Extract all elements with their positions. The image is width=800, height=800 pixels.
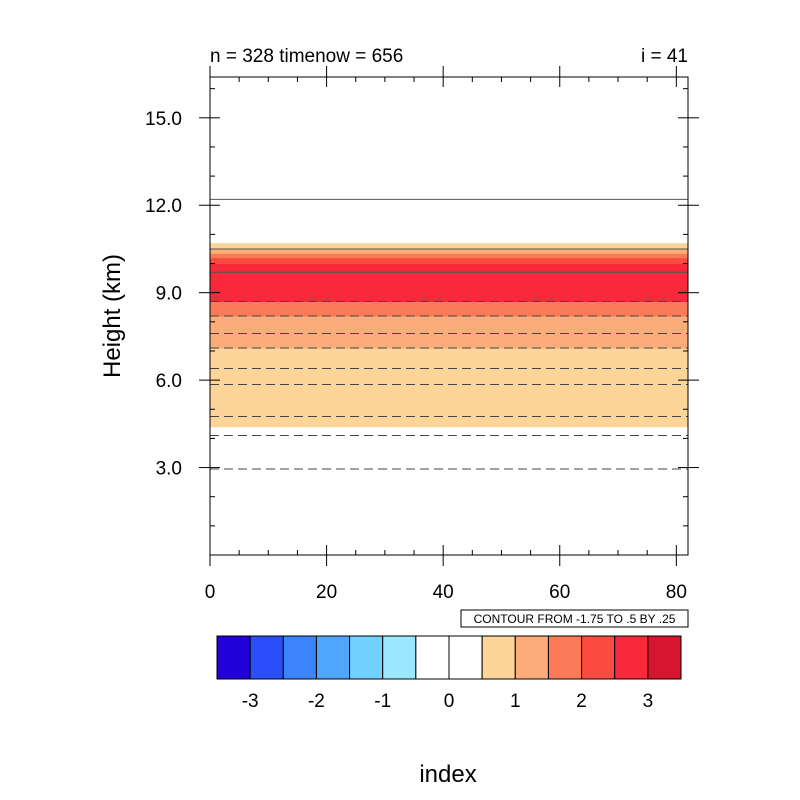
colorbar-label: 0 [444,691,455,712]
axis-tick-labels: 0 20 40 60 80 3.0 6.0 9.0 12.0 15.0 [145,109,687,603]
x-tick-label: 80 [666,582,687,603]
colorbar-swatch [216,635,251,680]
colorbar-swatch [382,635,417,680]
colorbar: -3 -2 -1 0 1 2 3 [216,635,682,712]
contour-info-frame [460,609,689,628]
colorbar-label: -3 [242,691,259,712]
colorbar-swatch [581,635,616,680]
colorbar-swatch [481,635,516,680]
y-tick-label: 15.0 [145,109,182,130]
contour-band [210,243,688,250]
colorbar-swatch [315,635,351,680]
chart-title-left: n = 328 timenow = 656 [210,46,403,67]
y-tick-label: 6.0 [156,371,182,392]
colorbar-swatch [448,635,483,680]
colorbar-label: 3 [643,691,654,712]
contour-band [210,253,688,259]
contour-info-text: CONTOUR FROM -1.75 TO .5 BY .25 [474,612,676,626]
contour-info-box: CONTOUR FROM -1.75 TO .5 BY .25 [460,609,689,628]
x-tick-label: 60 [549,582,570,603]
contour-band [210,316,688,349]
colorbar-swatch [547,635,583,680]
contour-lines [210,198,688,470]
colorbar-label: -1 [374,691,391,712]
y-tick-label: 9.0 [156,284,182,305]
x-tick-label: 40 [433,582,454,603]
colorbar-label: -2 [308,691,325,712]
colorbar-swatch [282,635,317,680]
contour-band [210,348,688,428]
x-tick-label: 20 [316,582,337,603]
colorbar-swatch [647,635,682,680]
y-axis-label: Height (km) [99,254,126,378]
y-tick-label: 12.0 [145,196,182,217]
plot-frame [209,76,689,556]
colorbar-label: 1 [510,691,521,712]
colorbar-swatch [415,635,450,680]
contour-band [210,301,688,317]
x-axis-label: index [419,761,476,788]
colorbar-swatch [249,635,284,680]
x-tick-label: 0 [205,582,216,603]
colorbar-swatch [614,635,649,680]
contour-band [210,257,688,265]
colorbar-swatch [349,635,384,680]
contour-band [210,263,688,273]
colorbar-label: 2 [576,691,587,712]
contour-band [210,272,688,302]
chart-title-right: i = 41 [641,46,688,67]
contour-band [210,248,688,254]
filled-contour-bands [210,243,688,428]
y-tick-label: 3.0 [156,459,182,480]
colorbar-swatch [514,635,549,680]
